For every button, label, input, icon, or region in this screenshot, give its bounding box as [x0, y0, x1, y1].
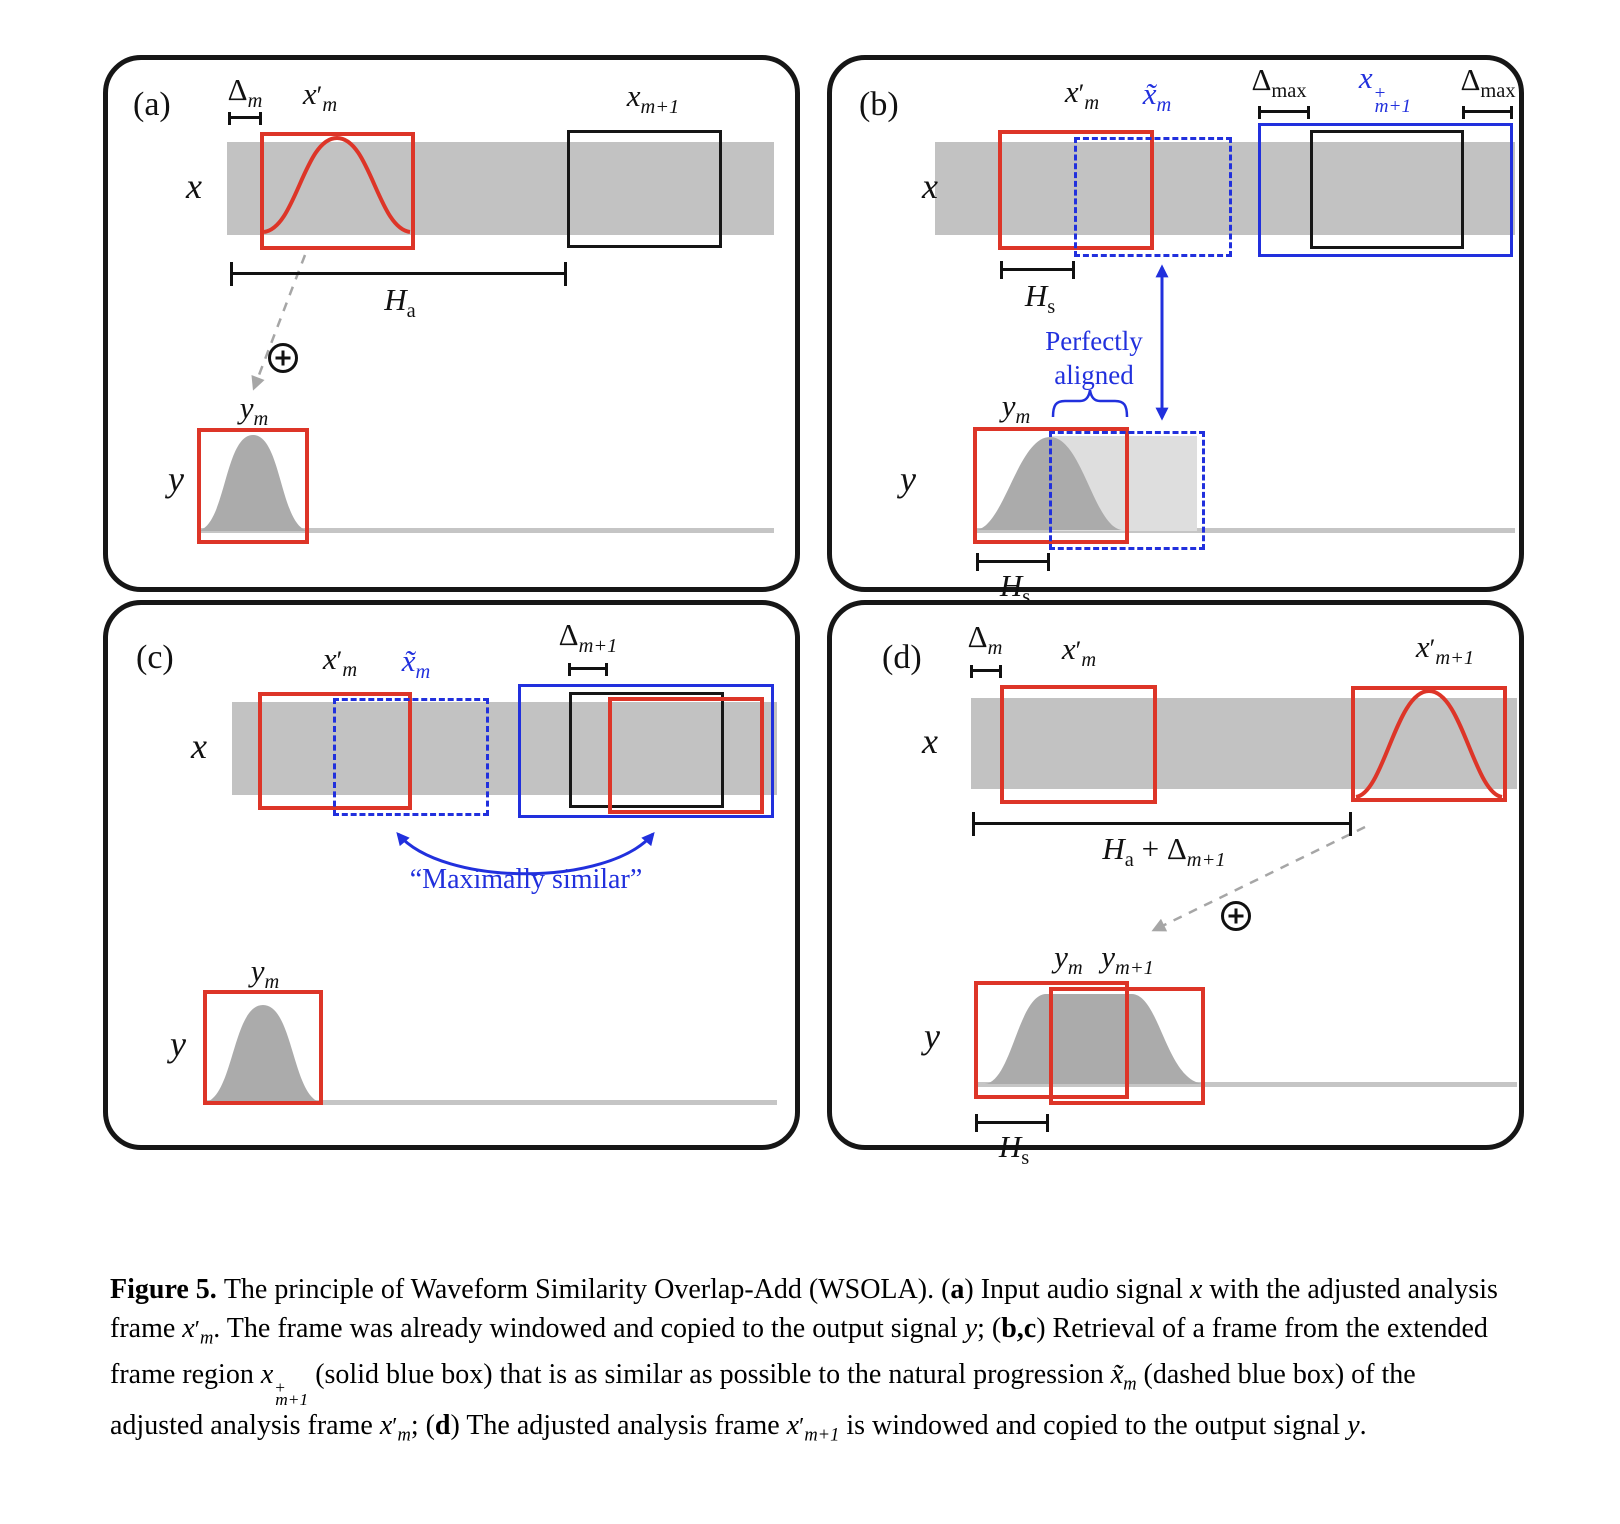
aligned-brace	[1051, 389, 1129, 418]
frame-box-xm-prime	[260, 132, 415, 250]
overlap-add-icon	[268, 343, 298, 373]
Hs-measure	[975, 1114, 1049, 1132]
panel-b-letter: (b)	[859, 86, 899, 123]
delta-m-label: Δm	[967, 619, 1003, 660]
delta-m-bracket	[228, 111, 262, 125]
delta-max-right-bracket	[1462, 105, 1513, 119]
panel-c: (c) x′m x̃m Δm+1 x “Maximally similar” y…	[103, 600, 800, 1150]
Ha-measure	[230, 262, 567, 286]
xm-prime-label: x′m	[322, 641, 358, 682]
y-signal-label: y	[168, 459, 184, 499]
Ha-label: Ha	[384, 282, 416, 323]
xm1-prime-label: x′m+1	[1415, 629, 1475, 670]
frame-box-ym	[203, 990, 323, 1105]
frame-box-xm1-prime	[1351, 686, 1507, 802]
xm-prime-label: x′m	[1061, 631, 1097, 672]
ym-ym1-label: ym ym+1	[1054, 939, 1154, 980]
extended-region-box	[1258, 123, 1513, 257]
x-signal-label: x	[922, 166, 938, 206]
ym-label: ym	[1001, 388, 1031, 429]
perfectly-aligned-note: Perfectly aligned	[1045, 326, 1143, 390]
frame-box-xm1	[567, 130, 722, 248]
overlap-add-icon	[1221, 901, 1251, 931]
delta-max-right-label: Δmax	[1460, 62, 1516, 103]
panel-b: (b) x′m x̃m Δmax x + m+1 Δmax x Hs Perfect…	[827, 55, 1524, 608]
maximally-similar-note: “Maximally similar”	[409, 864, 643, 895]
panel-a-letter: (a)	[133, 86, 171, 123]
xm-tilde-label: x̃m	[401, 643, 431, 684]
delta-m1-bracket	[568, 662, 608, 676]
delta-m-label: Δm	[227, 72, 263, 113]
panel-a: (a) Δm x′m xm+1 x Ha ym	[103, 55, 800, 592]
delta-m1-label: Δm+1	[558, 617, 618, 658]
delta-max-left-label: Δmax	[1251, 62, 1307, 103]
frame-box-ym-tilde	[1049, 431, 1205, 550]
Ha-plus-label: Ha + Δm+1	[1102, 831, 1226, 872]
y-signal-label: y	[170, 1024, 186, 1064]
frame-box-ym	[197, 428, 309, 544]
panel-d-letter: (d)	[882, 639, 922, 676]
output-signal-line	[973, 528, 1515, 533]
Hs-bottom-measure	[976, 553, 1050, 571]
frame-box-xm1-prime	[608, 697, 764, 814]
y-signal-label: y	[924, 1016, 940, 1056]
x-signal-label: x	[186, 166, 202, 206]
delta-max-left-bracket	[1258, 105, 1310, 119]
Hs-top-measure	[1000, 261, 1075, 279]
frame-box-xm1	[569, 692, 724, 808]
xm-tilde-label: x̃m	[1142, 76, 1172, 117]
extended-region-box	[518, 684, 774, 818]
figure-caption: Figure 5. The principle of Waveform Simi…	[110, 1274, 1498, 1445]
Hs-top-label: Hs	[1024, 278, 1056, 319]
Hs-bottom-label: Hs	[999, 568, 1031, 609]
ym-label: ym	[250, 953, 280, 994]
x-signal-label: x	[191, 726, 207, 766]
xm1-label: xm+1	[626, 78, 680, 119]
panel-d: (d) Δm x′m x′m+1 x Ha + Δm+1 ym ym+1 y Hs	[827, 600, 1524, 1169]
input-signal-bar	[935, 142, 1515, 235]
xm1-plus-label: x + m+1	[1358, 60, 1412, 118]
frame-box-xm-prime	[1000, 685, 1157, 804]
Hs-label: Hs	[998, 1129, 1030, 1170]
panel-c-letter: (c)	[136, 639, 174, 676]
y-signal-label: y	[900, 459, 916, 499]
delta-m-bracket	[970, 664, 1002, 678]
frame-box-xm-tilde	[333, 698, 489, 816]
frame-box-xm1	[1310, 130, 1464, 249]
xm-prime-label: x′m	[1064, 74, 1100, 115]
output-signal-line	[974, 1082, 1517, 1087]
xm-prime-label: x′m	[302, 76, 338, 117]
input-signal-bar	[232, 702, 777, 795]
output-signal-line	[197, 528, 774, 533]
frame-box-xm-tilde	[1074, 137, 1232, 257]
Ha-plus-measure	[972, 812, 1352, 836]
ym-label: ym	[239, 390, 269, 431]
output-signal-line	[203, 1100, 777, 1105]
x-signal-label: x	[922, 721, 938, 761]
frame-box-ym1	[1049, 987, 1205, 1105]
